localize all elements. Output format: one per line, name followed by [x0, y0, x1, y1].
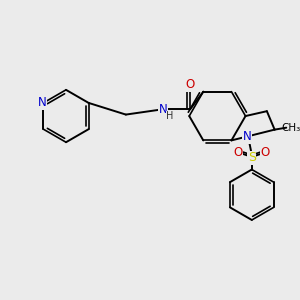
- Text: N: N: [243, 130, 251, 143]
- Text: O: O: [261, 146, 270, 159]
- Text: N: N: [38, 96, 47, 110]
- Text: N: N: [159, 103, 167, 116]
- Text: CH₃: CH₃: [281, 123, 300, 133]
- Text: O: O: [186, 79, 195, 92]
- Text: S: S: [248, 152, 256, 164]
- Text: O: O: [234, 146, 243, 159]
- Text: H: H: [166, 111, 173, 121]
